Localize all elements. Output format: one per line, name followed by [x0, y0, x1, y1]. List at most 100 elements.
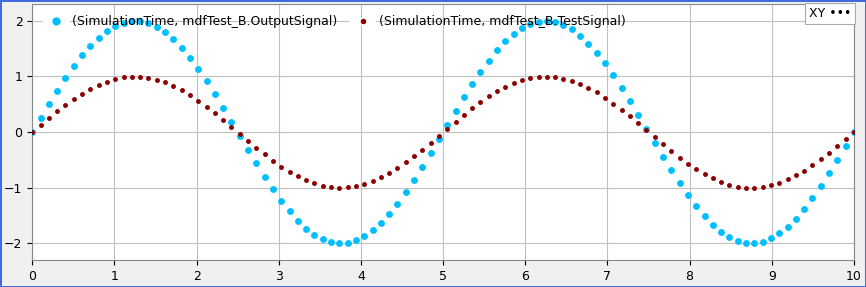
Point	[191, 98, 205, 103]
Point	[191, 67, 205, 71]
Legend: (SimulationTime, mdfTest_B.OutputSignal), (SimulationTime, mdfTest_B.TestSignal): (SimulationTime, mdfTest_B.OutputSignal)…	[38, 10, 630, 33]
Point	[423, 140, 437, 145]
Point	[233, 132, 247, 136]
Point	[382, 212, 396, 216]
Point	[606, 101, 620, 106]
Point	[125, 74, 139, 79]
Point	[183, 56, 197, 60]
Point	[772, 231, 786, 236]
Point	[449, 119, 462, 124]
Point	[789, 173, 803, 178]
Point	[100, 29, 114, 33]
Point	[440, 123, 454, 127]
Point	[282, 170, 296, 174]
Point	[175, 88, 189, 92]
Point	[747, 185, 761, 190]
Point	[423, 151, 437, 156]
Point	[490, 48, 504, 53]
Point	[233, 133, 247, 138]
Point	[249, 146, 263, 150]
Point	[59, 103, 73, 107]
Point	[656, 142, 670, 147]
Point	[340, 241, 354, 245]
Point	[481, 94, 495, 99]
Point	[747, 241, 761, 246]
Point	[631, 112, 645, 117]
Point	[340, 185, 354, 190]
Point	[722, 235, 736, 240]
Point	[241, 148, 255, 152]
Point	[714, 230, 728, 234]
Point	[200, 104, 214, 109]
Point	[573, 82, 587, 86]
Point	[814, 184, 828, 189]
Point	[731, 239, 745, 243]
Point	[34, 123, 48, 127]
Point	[739, 185, 753, 190]
Point	[780, 224, 794, 229]
Point	[158, 30, 172, 35]
Point	[838, 144, 852, 148]
Point	[307, 181, 321, 186]
Point	[150, 25, 164, 29]
Point	[756, 185, 770, 189]
Point	[275, 199, 288, 203]
Point	[75, 92, 89, 96]
Point	[67, 64, 81, 69]
Point	[34, 116, 48, 120]
Point	[805, 196, 819, 200]
Point	[457, 113, 471, 117]
Point	[50, 88, 64, 93]
Point	[689, 167, 703, 172]
Point	[100, 79, 114, 84]
Point	[615, 108, 629, 112]
Point	[407, 178, 421, 182]
Point	[324, 240, 338, 245]
Point	[399, 160, 413, 164]
Point	[481, 58, 495, 63]
Point	[523, 76, 537, 80]
Point	[772, 181, 786, 185]
Point	[108, 24, 122, 28]
Point	[416, 164, 430, 169]
Point	[838, 137, 852, 141]
Point	[282, 209, 296, 214]
Point	[681, 161, 695, 166]
Point	[474, 100, 488, 104]
Point	[698, 214, 712, 218]
Point	[249, 161, 263, 166]
Point	[581, 41, 595, 46]
Point	[349, 238, 363, 243]
Point	[573, 34, 587, 38]
Point	[581, 86, 595, 90]
Point	[25, 130, 39, 134]
Point	[507, 81, 520, 86]
Point	[92, 35, 106, 40]
Point	[365, 179, 379, 183]
Point	[224, 125, 238, 129]
Point	[756, 239, 770, 244]
Point	[639, 126, 653, 131]
Point	[200, 79, 214, 84]
Point	[67, 97, 81, 101]
Point	[673, 155, 687, 160]
Point	[648, 135, 662, 140]
Point	[133, 74, 147, 79]
Point	[689, 204, 703, 209]
Point	[465, 82, 479, 87]
Point	[216, 105, 230, 110]
Point	[416, 147, 430, 152]
Point	[407, 154, 421, 158]
Point	[300, 226, 313, 231]
Point	[133, 19, 147, 24]
Point	[706, 176, 720, 181]
Point	[374, 220, 388, 225]
Point	[714, 180, 728, 184]
Point	[307, 232, 321, 237]
Point	[780, 177, 794, 182]
Point	[598, 61, 612, 66]
Point	[175, 46, 189, 50]
Point	[25, 130, 39, 134]
Point	[266, 187, 280, 192]
Point	[158, 80, 172, 85]
